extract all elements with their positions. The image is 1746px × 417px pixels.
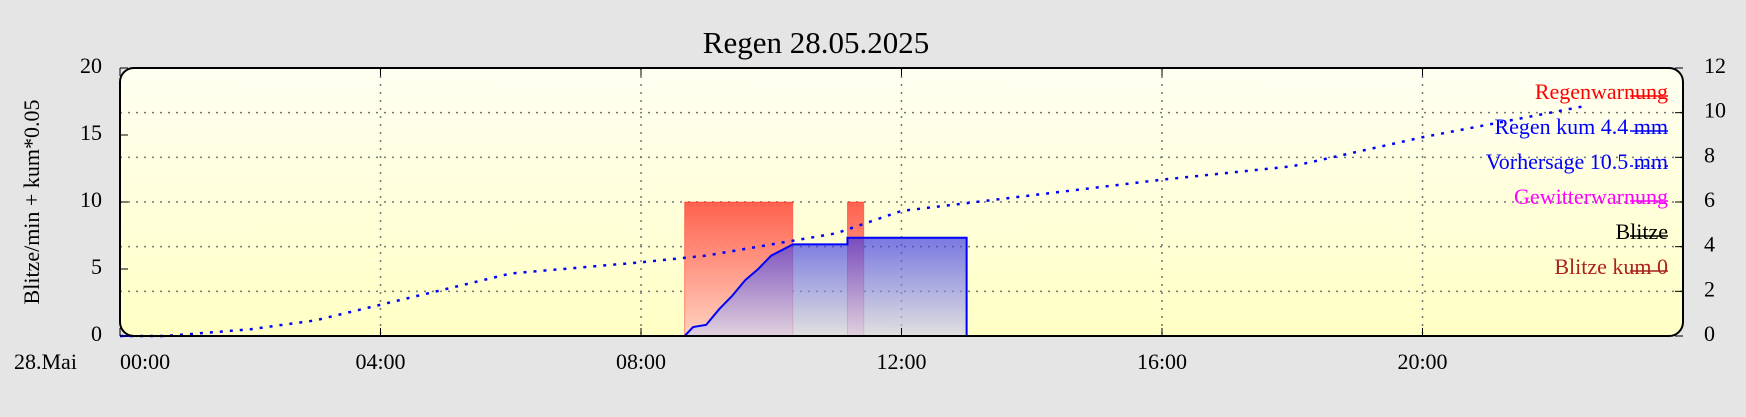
x-tick-label: 00:00 (120, 349, 170, 374)
y-tick-label: 15 (80, 120, 102, 145)
legend-label: Gewitterwarnung (1514, 184, 1668, 209)
y2-tick-label: 2 (1704, 276, 1715, 301)
y2-tick-label: 12 (1704, 53, 1726, 78)
marks (120, 68, 1683, 338)
y-tick-label: 5 (91, 254, 102, 279)
legend-label: Vorhersage 10.5 mm (1486, 149, 1668, 174)
y-tick-label: 20 (80, 53, 102, 78)
y-tick-label: 0 (91, 321, 102, 346)
y2-tick-label: 0 (1704, 321, 1715, 346)
x-tick-label: 16:00 (1137, 349, 1187, 374)
x-tick-label: 20:00 (1397, 349, 1447, 374)
x-tick-label: 12:00 (876, 349, 926, 374)
legend-label: Regen kum 4.4 mm (1494, 114, 1668, 139)
y2-tick-label: 6 (1704, 187, 1715, 212)
date-label: 28.Mai (14, 349, 77, 374)
y2-tick-label: 10 (1704, 98, 1726, 123)
forecast-line (120, 104, 1586, 338)
y-axis-label: Blitze/min + kum*0.05 (19, 100, 44, 305)
y-tick-label: 10 (80, 187, 102, 212)
x-tick-label: 04:00 (355, 349, 405, 374)
x-tick-label: 08:00 (616, 349, 666, 374)
legend-label: Blitze (1615, 219, 1668, 244)
rain-area (120, 237, 967, 336)
chart-title: Regen 28.05.2025 (703, 25, 929, 60)
y2-tick-label: 4 (1704, 232, 1715, 257)
y2-tick-label: 8 (1704, 142, 1715, 167)
legend-label: Blitze kum 0 (1554, 254, 1668, 279)
legend-label: Regenwarnung (1535, 79, 1668, 104)
rain-line (120, 236, 968, 337)
plot-area (120, 68, 1683, 336)
